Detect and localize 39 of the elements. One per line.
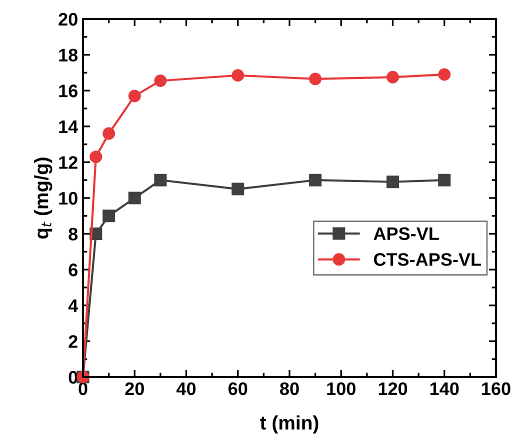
point [386,176,399,188]
x-tick-label: 140 [430,382,459,396]
point [438,68,451,81]
x-tick-label: 120 [378,382,408,396]
x-axis-title: t (min) [260,415,318,434]
x-tick-label: 100 [327,382,356,396]
y-tick-label: 8 [68,228,78,241]
x-tick-label: 0 [78,382,88,396]
y-tick-label: 6 [68,264,78,276]
point [90,150,102,164]
y-tick-label: 18 [59,48,78,62]
y-tick-label: 10 [59,192,78,205]
x-tick-label: 80 [280,382,299,396]
point [154,174,167,186]
x-tick-label: 40 [176,382,196,396]
legend-label: APS-VL [374,227,439,240]
point [102,210,116,222]
legend-label: CTS-APS-VL [374,253,481,266]
y-tick-label: 4 [68,300,78,312]
point [128,192,141,204]
point [309,174,322,186]
y-tick-label: 12 [59,156,78,169]
point [309,72,322,86]
x-tick-label: 60 [228,382,248,396]
x-tick-label: 160 [482,382,510,396]
y-tick-label: 20 [58,12,78,26]
y-tick-label: 16 [59,84,78,98]
point [438,174,451,186]
y-axis-title: q$_{t}$ (mg/g) [34,158,52,239]
point [232,182,244,196]
point [102,127,116,140]
point [232,69,244,82]
point [154,74,167,88]
point [386,70,399,84]
x-tick-label: 20 [125,382,144,396]
y-tick-label: 14 [59,120,78,133]
y-tick-label: 0 [68,370,78,384]
point [128,90,141,102]
y-tick-label: 2 [68,335,78,348]
